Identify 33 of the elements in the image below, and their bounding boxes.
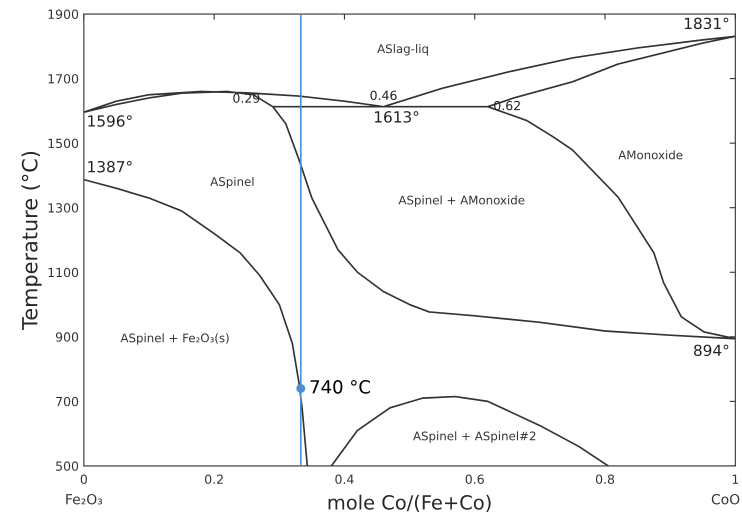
y-tick-label: 900	[56, 332, 78, 342]
y-tick-label: 1300	[48, 203, 78, 213]
x-tick-label: 0.2	[205, 474, 223, 484]
annotation: AMonoxide	[618, 150, 682, 160]
y-tick-label: 1100	[48, 268, 78, 278]
annotation: 894°	[694, 344, 728, 356]
y-tick-label: 1900	[48, 10, 78, 19]
annotation: 0.62	[494, 100, 520, 110]
annotation: ASlag-liq	[377, 44, 428, 56]
annotation: 0.46	[370, 90, 397, 100]
annotation: 0.29	[233, 93, 260, 103]
x-tick-label: 0.4	[335, 474, 354, 484]
text: Fe₂O₃	[66, 494, 102, 504]
annotation: 1831°	[684, 18, 728, 30]
text: CoO	[712, 494, 740, 504]
annotation: ASpinel	[210, 176, 254, 188]
annotation: 1596°	[88, 115, 132, 127]
y-tick-label: 500	[56, 461, 78, 471]
annotation: ASpinel + AMonoxide	[398, 195, 524, 207]
annotation: 1613°	[374, 111, 418, 123]
y-tick-label: 1700	[48, 74, 78, 84]
x-axis-title: mole Co/(Fe+Co)	[328, 494, 491, 512]
x-tick-label: 1	[732, 474, 738, 484]
annotation: ASpinel + Fe₂O₃(s)	[120, 333, 229, 345]
y-axis-title: Temperature (°C)	[21, 152, 42, 330]
annotation: 1387°	[88, 160, 132, 172]
y-tick-label: 1500	[48, 138, 78, 148]
y-tick-label: 700	[56, 396, 78, 406]
x-tick-label: 0	[80, 474, 87, 484]
annotation: ASpinel + ASpinel#2	[413, 431, 536, 443]
annotation: 740 °C	[310, 380, 370, 394]
x-tick-label: 0.8	[596, 474, 614, 484]
x-tick-label: 0.6	[466, 474, 484, 484]
